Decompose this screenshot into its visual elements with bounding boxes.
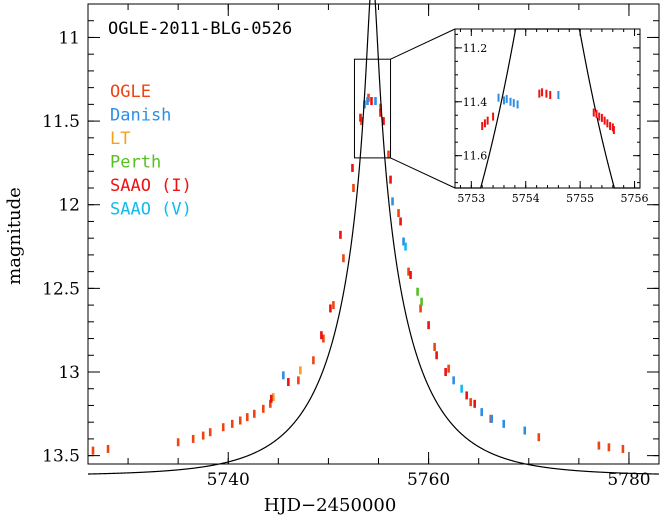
inset-x-tick-label: 5756 [621,192,649,205]
legend-entry: LT [110,129,130,149]
zoom-connector-lines [390,28,456,189]
series-lt [272,366,302,402]
legend-entry: Perth [110,153,161,173]
inset-y-tick-label: 11.6 [463,150,488,163]
inset-frame [454,28,641,189]
inset-series-saao-i- [481,88,615,135]
chart-title: OGLE-2011-BLG-0526 [108,19,292,39]
y-tick-label: 11.5 [42,112,80,132]
plot-frame [87,3,660,465]
y-axis-label: magnitude [4,187,25,285]
legend-entry: SAAO (V) [110,200,192,220]
series-perth [416,287,423,306]
series-saao-i- [270,97,476,408]
y-tick-label: 11 [58,28,80,48]
x-tick-label: 5740 [207,470,250,490]
inset-x-tick-label: 5753 [457,192,485,205]
x-axis-label: HJD−2450000 [264,495,397,516]
legend-entry: Danish [110,106,171,126]
zoom-region-box [353,58,392,159]
inset-data-points [481,88,615,135]
legend: OGLE Danish LT Perth SAAO (I) SAAO (V) [110,82,192,220]
model-curve [87,0,660,475]
main-plot-area [87,3,660,465]
main-axis-ticks: 5740 5760 5780 11 11.5 12 12.5 13 13.5 [42,4,659,490]
x-tick-label: 5760 [407,470,450,490]
main-data-points [91,93,625,455]
connector-line [390,157,456,189]
y-tick-label: 13 [58,363,80,383]
y-tick-label: 12 [58,196,80,216]
x-tick-label: 5780 [607,470,650,490]
connector-line [390,28,456,60]
inset-x-tick-label: 5754 [512,192,540,205]
inset-y-tick-label: 11.4 [463,96,488,109]
series-saao-v- [404,242,463,393]
inset-plot: 5753 5754 5755 5756 11.2 11.4 11.6 [454,28,649,205]
inset-model-curve [455,28,640,189]
y-tick-label: 12.5 [42,279,80,299]
y-tick-label: 13.5 [42,447,80,467]
legend-entry: SAAO (I) [110,176,192,196]
legend-entry: OGLE [110,82,151,102]
inset-y-tick-label: 11.2 [463,42,488,55]
inset-x-tick-label: 5755 [566,192,594,205]
inset-series-danish [497,91,560,109]
